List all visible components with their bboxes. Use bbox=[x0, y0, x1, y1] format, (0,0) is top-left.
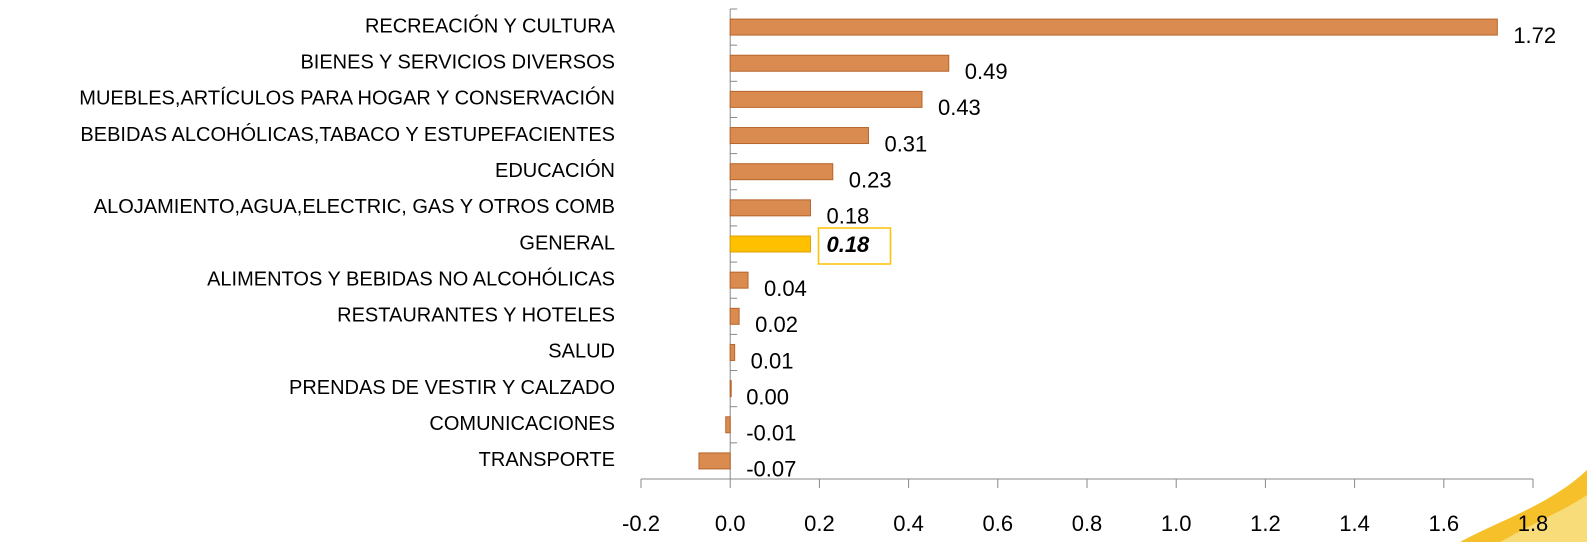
category-label: ALIMENTOS Y BEBIDAS NO ALCOHÓLICAS bbox=[207, 267, 615, 290]
corner-decoration bbox=[1500, 495, 1587, 542]
x-tick-label: 0.8 bbox=[1072, 511, 1103, 536]
category-label: RECREACIÓN Y CULTURA bbox=[365, 14, 616, 37]
category-label: ALOJAMIENTO,AGUA,ELECTRIC, GAS Y OTROS C… bbox=[94, 196, 615, 218]
bar bbox=[729, 235, 811, 253]
category-label: BEBIDAS ALCOHÓLICAS,TABACO Y ESTUPEFACIE… bbox=[80, 123, 615, 146]
value-label: 0.18 bbox=[826, 232, 870, 257]
value-label: 0.31 bbox=[884, 131, 927, 156]
x-tick-label: 1.8 bbox=[1518, 511, 1549, 536]
label-box bbox=[817, 227, 892, 265]
value-label: 0.23 bbox=[849, 168, 892, 193]
x-tick-label: 1.0 bbox=[1161, 511, 1192, 536]
bar bbox=[729, 199, 811, 217]
category-label: RESTAURANTES Y HOTELES bbox=[337, 305, 615, 327]
bar bbox=[729, 90, 923, 108]
value-label: -0.01 bbox=[746, 421, 796, 446]
x-tick-label: 0.4 bbox=[893, 511, 924, 536]
category-label: SALUD bbox=[548, 341, 615, 363]
value-label: 0.04 bbox=[764, 276, 807, 301]
bar bbox=[729, 54, 950, 72]
category-label: MUEBLES,ARTÍCULOS PARA HOGAR Y CONSERVAC… bbox=[79, 87, 615, 110]
value-label: 0.00 bbox=[746, 384, 789, 409]
value-label: 0.01 bbox=[751, 348, 794, 373]
category-label: EDUCACIÓN bbox=[495, 159, 615, 182]
value-label: -0.07 bbox=[746, 457, 796, 482]
x-tick-label: 0.2 bbox=[804, 511, 835, 536]
bar bbox=[729, 163, 834, 181]
category-label: GENERAL bbox=[519, 232, 615, 254]
bar bbox=[698, 452, 731, 470]
value-label: 0.49 bbox=[965, 59, 1008, 84]
category-label: BIENES Y SERVICIOS DIVERSOS bbox=[300, 52, 615, 74]
value-label: 0.18 bbox=[826, 204, 869, 229]
x-tick-label: 1.4 bbox=[1339, 511, 1370, 536]
category-label: TRANSPORTE bbox=[479, 449, 615, 471]
value-label: 0.43 bbox=[938, 95, 981, 120]
bar bbox=[729, 18, 1498, 36]
x-tick-label: 0.6 bbox=[983, 511, 1014, 536]
category-label: PRENDAS DE VESTIR Y CALZADO bbox=[289, 377, 615, 399]
bar bbox=[729, 380, 732, 398]
bar bbox=[729, 271, 749, 289]
bar bbox=[725, 416, 731, 434]
category-label: COMUNICACIONES bbox=[429, 413, 615, 435]
x-tick-label: 0.0 bbox=[715, 511, 746, 536]
bar bbox=[729, 127, 869, 145]
x-tick-label: 1.6 bbox=[1429, 511, 1460, 536]
value-label: 1.72 bbox=[1513, 23, 1556, 48]
bar bbox=[729, 307, 740, 325]
x-tick-label: -0.2 bbox=[622, 511, 660, 536]
bar bbox=[729, 343, 736, 361]
value-label: 0.02 bbox=[755, 312, 798, 337]
x-tick-label: 1.2 bbox=[1250, 511, 1281, 536]
